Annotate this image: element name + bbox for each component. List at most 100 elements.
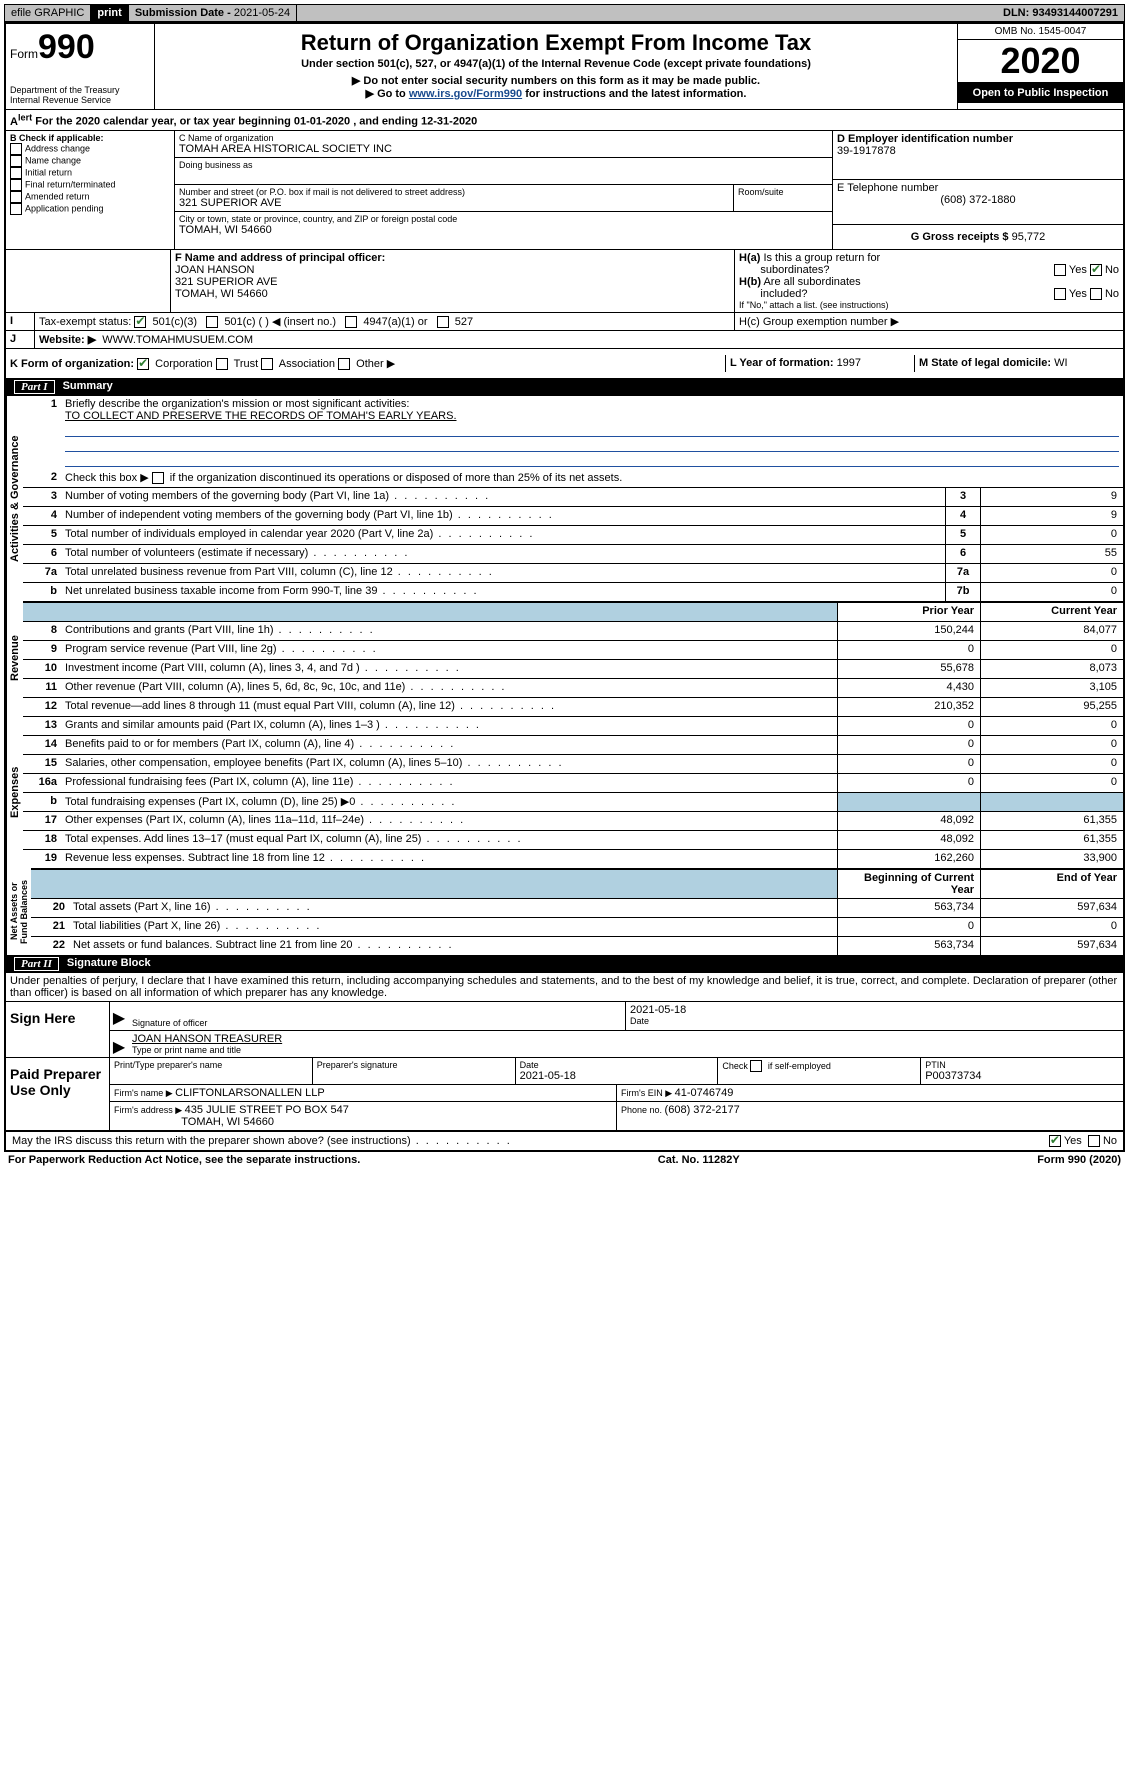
line-7a: 7a Total unrelated business revenue from…	[23, 563, 1123, 582]
city-value: TOMAH, WI 54660	[179, 224, 828, 236]
opt-527: 527	[455, 316, 473, 328]
line-b: b Total fundraising expenses (Part IX, c…	[23, 792, 1123, 811]
dept-treasury: Department of the Treasury	[10, 85, 150, 95]
check-name-change[interactable]: Name change	[10, 155, 170, 167]
gross-receipts: G Gross receipts $ 95,772	[833, 225, 1123, 249]
l-value: 1997	[837, 357, 861, 369]
check-assoc[interactable]	[261, 358, 273, 370]
officer-addr2: TOMAH, WI 54660	[175, 288, 268, 300]
opt-address: Address change	[25, 143, 90, 153]
prep-date: Date2021-05-18	[516, 1058, 719, 1084]
l-label: L Year of formation:	[730, 357, 837, 369]
sub-date-value: 2021-05-24	[234, 7, 290, 19]
ha-no[interactable]	[1090, 264, 1102, 276]
ptin-label: PTIN	[925, 1060, 1119, 1070]
discuss-yes[interactable]	[1049, 1135, 1061, 1147]
check-trust[interactable]	[216, 358, 228, 370]
check-corp[interactable]	[137, 358, 149, 370]
form-subtitle: Under section 501(c), 527, or 4947(a)(1)…	[159, 58, 953, 70]
check-527[interactable]	[437, 316, 449, 328]
check-discontinued[interactable]	[152, 472, 164, 484]
col-headers-net: Beginning of Current Year End of Year	[31, 868, 1123, 898]
footer-mid: Cat. No. 11282Y	[658, 1154, 740, 1166]
check-pending[interactable]: Application pending	[10, 203, 170, 215]
mission-label: Briefly describe the organization's miss…	[65, 398, 409, 410]
opt-trust: Trust	[234, 358, 259, 370]
vert-revenue: Revenue	[6, 601, 23, 716]
print-button[interactable]: print	[91, 5, 128, 21]
form-number-big: 990	[38, 28, 95, 66]
check-self-emp[interactable]	[750, 1060, 762, 1072]
ha-yes[interactable]	[1054, 264, 1066, 276]
no-label: No	[1105, 264, 1119, 276]
form-number: Form990	[10, 28, 150, 67]
officer-label: F Name and address of principal officer:	[175, 252, 385, 264]
part1-title: Summary	[63, 380, 113, 394]
line-13: 13 Grants and similar amounts paid (Part…	[23, 716, 1123, 735]
year-formation: L Year of formation: 1997	[726, 355, 915, 372]
efile-label: efile GRAPHIC	[5, 5, 91, 21]
self-employed: Check if self-employed	[718, 1058, 921, 1084]
check-other[interactable]	[338, 358, 350, 370]
sub-date-label: Submission Date -	[135, 7, 234, 19]
street-block: Number and street (or P.O. box if mail i…	[175, 185, 733, 211]
goto-note: ▶ Go to www.irs.gov/Form990 for instruct…	[159, 87, 953, 100]
check-4947[interactable]	[345, 316, 357, 328]
form-prefix: Form	[10, 47, 38, 61]
box-c: C Name of organization TOMAH AREA HISTOR…	[175, 131, 1123, 249]
hb-no[interactable]	[1090, 288, 1102, 300]
irs-link[interactable]: www.irs.gov/Form990	[409, 88, 522, 100]
line-5: 5 Total number of individuals employed i…	[23, 525, 1123, 544]
line-14: 14 Benefits paid to or for members (Part…	[23, 735, 1123, 754]
firm-phone-label: Phone no.	[621, 1105, 665, 1115]
line-j-row: J Website: ▶ WWW.TOMAHMUSUEM.COM	[6, 330, 1123, 348]
opt-name: Name change	[25, 155, 81, 165]
netassets-section: Net Assets orFund Balances Beginning of …	[6, 868, 1123, 955]
submission-date: Submission Date - 2021-05-24	[129, 5, 297, 21]
check-501c3[interactable]	[134, 316, 146, 328]
check-501c[interactable]	[206, 316, 218, 328]
firm-addr1: 435 JULIE STREET PO BOX 547	[185, 1104, 349, 1116]
phone-label: E Telephone number	[837, 182, 1119, 194]
prep-name-label: Print/Type preparer's name	[114, 1060, 308, 1070]
firm-ein: Firm's EIN ▶ 41-0746749	[617, 1085, 1123, 1101]
prep-date-label: Date	[520, 1060, 714, 1070]
dln: DLN: 93493144007291	[997, 5, 1124, 21]
header: Form990 Department of the Treasury Inter…	[6, 24, 1123, 109]
status-label: Tax-exempt status:	[39, 316, 131, 328]
prep-sig-label: Preparer's signature	[317, 1060, 511, 1070]
tax-year: 2020	[958, 40, 1123, 83]
officer-addr1: 321 SUPERIOR AVE	[175, 276, 278, 288]
goto-post: for instructions and the latest informat…	[522, 88, 746, 100]
spacer	[6, 250, 171, 312]
begin-year-head: Beginning of Current Year	[837, 870, 980, 898]
right-info-col: D Employer identification number 39-1917…	[832, 131, 1123, 249]
part2-num: Part II	[14, 957, 59, 971]
firm-ein-label: Firm's EIN ▶	[621, 1088, 675, 1098]
activities-governance: Activities & Governance 1 Briefly descri…	[6, 396, 1123, 601]
opt-501c: 501(c) ( ) ◀ (insert no.)	[224, 316, 336, 328]
dept-irs: Internal Revenue Service	[10, 95, 150, 105]
form-id-box: Form990 Department of the Treasury Inter…	[6, 24, 155, 109]
check-amended[interactable]: Amended return	[10, 191, 170, 203]
firm-name: Firm's name ▶ CLIFTONLARSONALLEN LLP	[110, 1085, 617, 1101]
line-1: 1 Briefly describe the organization's mi…	[23, 396, 1123, 469]
form-body: Form990 Department of the Treasury Inter…	[4, 22, 1125, 1152]
sig-name: JOAN HANSON TREASURERType or print name …	[128, 1031, 1123, 1057]
line-b: b Net unrelated business taxable income …	[23, 582, 1123, 601]
check-final[interactable]: Final return/terminated	[10, 179, 170, 191]
line-8: 8 Contributions and grants (Part VIII, l…	[23, 621, 1123, 640]
line-a: Alert For the 2020 calendar year, or tax…	[6, 109, 1123, 130]
check-address-change[interactable]: Address change	[10, 143, 170, 155]
box-b: B Check if applicable: Address change Na…	[6, 131, 175, 249]
officer-h-row: F Name and address of principal officer:…	[6, 249, 1123, 312]
firm-addr: Firm's address ▶ 435 JULIE STREET PO BOX…	[110, 1102, 617, 1130]
phone-value: (608) 372-1880	[837, 194, 1119, 206]
line-j-label: J	[6, 331, 35, 348]
dba-block: Doing business as	[175, 158, 832, 185]
line-19: 19 Revenue less expenses. Subtract line …	[23, 849, 1123, 868]
check-initial[interactable]: Initial return	[10, 167, 170, 179]
hb-yes[interactable]	[1054, 288, 1066, 300]
discuss-no[interactable]	[1088, 1135, 1100, 1147]
open-public-badge: Open to Public Inspection	[958, 83, 1123, 103]
